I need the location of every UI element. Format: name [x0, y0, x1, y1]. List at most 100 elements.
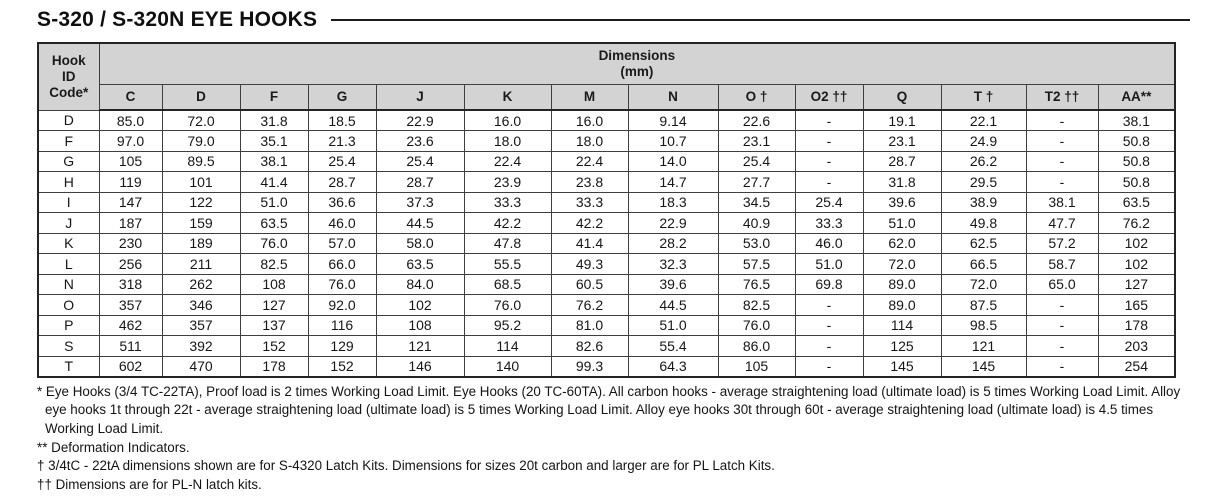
- dimension-cell: 129: [307, 335, 377, 357]
- dimension-cell: 40.9: [717, 212, 796, 234]
- dimension-cell: 72.0: [940, 273, 1027, 295]
- table-row: I 147 122 51.0 36.6 37.3 33.3 33.3 18.3 34.5 25.4 3…: [37, 191, 1176, 213]
- dimension-cell: 114: [463, 335, 552, 357]
- dimension-cell: 28.2: [627, 232, 719, 254]
- dimension-cell: 50.8: [1097, 130, 1176, 152]
- dimension-cell: 39.6: [627, 273, 719, 295]
- dimension-cell: 58.0: [375, 232, 465, 254]
- table-row: T 602 470 178 152 146 140 99.3 64.3 105-145 145-25…: [37, 355, 1176, 377]
- dimension-cell: -: [1025, 294, 1099, 316]
- dimension-cell: 29.5: [940, 171, 1027, 193]
- dimension-cell: 51.0: [862, 212, 942, 234]
- dimension-cell: 18.0: [550, 130, 629, 152]
- dimension-cell: 127: [1097, 273, 1176, 295]
- table-row: J 187 159 63.5 46.0 44.5 42.2 42.2 22.9 40.9 33.3 5…: [37, 212, 1176, 234]
- dimension-cell: 57.2: [1025, 232, 1099, 254]
- dimension-cell: 42.2: [463, 212, 552, 234]
- dimension-cell: 203: [1097, 335, 1176, 357]
- dimension-cell: 76.0: [717, 314, 796, 336]
- hook-code-cell: P: [37, 314, 100, 336]
- dimension-cell: 137: [239, 314, 309, 336]
- dimension-cell: 89.0: [862, 294, 942, 316]
- dimension-cell: 22.9: [627, 212, 719, 234]
- dimension-cell: -: [1025, 355, 1099, 377]
- dimension-cell: -: [1025, 150, 1099, 172]
- column-header: AA**: [1097, 83, 1176, 111]
- dimension-cell: 89.0: [862, 273, 942, 295]
- dimensions-group-header: Dimensions (mm): [98, 42, 1176, 85]
- dimension-cell: 31.8: [862, 171, 942, 193]
- dimension-cell: 152: [239, 335, 309, 357]
- dimension-cell: 101: [161, 171, 241, 193]
- hook-id-code-header: Hook ID Code*: [37, 42, 100, 111]
- dimension-cell: 125: [862, 335, 942, 357]
- dimension-cell: 38.1: [1025, 191, 1099, 213]
- dimension-cell: 19.1: [862, 109, 942, 131]
- dimension-cell: 108: [375, 314, 465, 336]
- dimension-cell: 66.5: [940, 253, 1027, 275]
- dimension-cell: 102: [1097, 232, 1176, 254]
- dimension-cell: 159: [161, 212, 241, 234]
- dimension-cell: 211: [161, 253, 241, 275]
- table-row: K 230 189 76.0 57.0 58.0 47.8 41.4 28.2 53.0 46.0 6…: [37, 232, 1176, 254]
- dimension-cell: 147: [98, 191, 163, 213]
- dimension-cell: 23.1: [862, 130, 942, 152]
- footnote-deformation-indicators: ** Deformation Indicators.: [37, 439, 190, 455]
- dimension-cell: 82.5: [239, 253, 309, 275]
- hook-code-cell: F: [37, 130, 100, 152]
- dimension-cell: 18.5: [307, 109, 377, 131]
- dimension-cell: 92.0: [307, 294, 377, 316]
- dimension-cell: 357: [161, 314, 241, 336]
- dimension-cell: -: [794, 150, 864, 172]
- dimension-cell: 38.1: [239, 150, 309, 172]
- dimension-cell: 26.2: [940, 150, 1027, 172]
- dimension-cell: -: [794, 294, 864, 316]
- hook-code-cell: T: [37, 355, 100, 377]
- dimension-cell: 121: [940, 335, 1027, 357]
- dimension-cell: -: [794, 171, 864, 193]
- dimension-cell: 50.8: [1097, 150, 1176, 172]
- dimension-cell: 46.0: [307, 212, 377, 234]
- hook-code-cell: N: [37, 273, 100, 295]
- column-header: C: [98, 83, 163, 111]
- dimension-cell: -: [794, 130, 864, 152]
- dimension-cell: 511: [98, 335, 163, 357]
- dimension-cell: 84.0: [375, 273, 465, 295]
- dimension-cell: 18.3: [627, 191, 719, 213]
- dimension-cell: 105: [717, 355, 796, 377]
- hook-code-cell: L: [37, 253, 100, 275]
- dimension-cell: 22.9: [375, 109, 465, 131]
- dimension-cell: 146: [375, 355, 465, 377]
- dimension-cell: 47.7: [1025, 212, 1099, 234]
- dimension-cell: 25.4: [375, 150, 465, 172]
- dimension-cell: 64.3: [627, 355, 719, 377]
- dimension-cell: 189: [161, 232, 241, 254]
- dimension-cell: 392: [161, 335, 241, 357]
- table-row: S 511 392 152 129 121 114 82.6 55.4 86.0-125 121-2…: [37, 335, 1176, 357]
- dimension-cell: 35.1: [239, 130, 309, 152]
- dimension-cell: 72.0: [161, 109, 241, 131]
- table-row: G 105 89.5 38.1 25.4 25.4 22.4 22.4 14.0 25.4-28.…: [37, 150, 1176, 172]
- dimension-cell: 53.0: [717, 232, 796, 254]
- dimension-cell: 16.0: [463, 109, 552, 131]
- column-header: Q: [862, 83, 942, 111]
- column-header: K: [463, 83, 552, 111]
- dimension-cell: 22.1: [940, 109, 1027, 131]
- dimension-cell: 51.0: [627, 314, 719, 336]
- table-row: L 256 211 82.5 66.0 63.5 55.5 49.3 32.3 57.5 51.0 7…: [37, 253, 1176, 275]
- column-header: G: [307, 83, 377, 111]
- footnote-proof-load: * Eye Hooks (3/4 TC-22TA), Proof load is…: [37, 383, 1181, 436]
- hook-code-cell: S: [37, 335, 100, 357]
- dimension-cell: 82.5: [717, 294, 796, 316]
- footnotes: * Eye Hooks (3/4 TC-22TA), Proof load is…: [37, 383, 1190, 495]
- dimension-cell: 57.0: [307, 232, 377, 254]
- dimension-cell: 102: [375, 294, 465, 316]
- table-row: N 318 262 108 76.0 84.0 68.5 60.5 39.6 76.5 69.8 89…: [37, 273, 1176, 295]
- column-header: T †: [940, 83, 1027, 111]
- hook-code-cell: O: [37, 294, 100, 316]
- dimension-cell: 22.4: [550, 150, 629, 172]
- dimension-cell: 36.6: [307, 191, 377, 213]
- group-header-row: Hook ID Code* Dimensions (mm): [37, 42, 1176, 111]
- dimension-cell: 51.0: [794, 253, 864, 275]
